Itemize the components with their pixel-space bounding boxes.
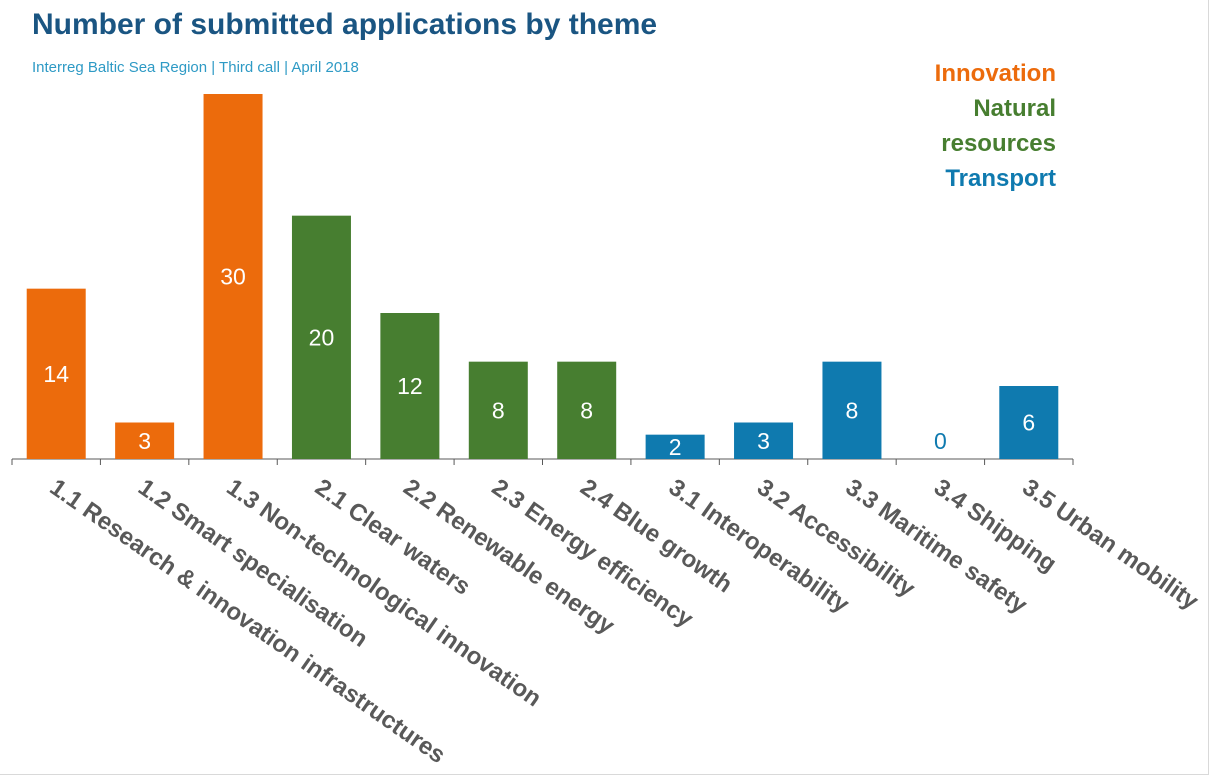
bar (822, 361, 882, 459)
bar (115, 422, 175, 459)
bar-value-label: 0 (934, 428, 947, 454)
bar-value-label: 8 (492, 397, 505, 423)
bar-value-label: 14 (43, 361, 69, 387)
bar-value-label: 8 (580, 397, 593, 423)
bar (26, 288, 86, 459)
bar (203, 94, 263, 459)
x-tick-label: 1.3 Non-technological innovation (222, 474, 547, 713)
legend: Innovation Natural resources Transport (896, 56, 1056, 196)
legend-item-natural-resources: Natural resources (941, 95, 1056, 157)
bar-value-label: 12 (397, 373, 423, 399)
bar-value-label: 20 (309, 324, 335, 350)
bar (734, 422, 794, 459)
bar-value-label: 30 (220, 264, 246, 290)
bar (468, 361, 528, 459)
x-tick-label: 2.4 Blue growth (575, 474, 737, 599)
bar-value-label: 3 (757, 428, 770, 454)
chart-title: Number of submitted applications by them… (32, 8, 658, 41)
legend-item-transport: Transport (945, 165, 1056, 192)
bar (557, 361, 617, 459)
bar (380, 313, 440, 459)
bar-value-label: 8 (846, 397, 859, 423)
bar (999, 386, 1059, 459)
bar-value-label: 3 (138, 428, 151, 454)
legend-item-innovation: Innovation (934, 60, 1056, 87)
bar-value-label: 6 (1022, 410, 1035, 436)
chart-subtitle: Interreg Baltic Sea Region | Third call … (32, 59, 359, 76)
bar (645, 434, 705, 459)
bar-value-label: 2 (669, 434, 682, 460)
bar (291, 215, 351, 459)
